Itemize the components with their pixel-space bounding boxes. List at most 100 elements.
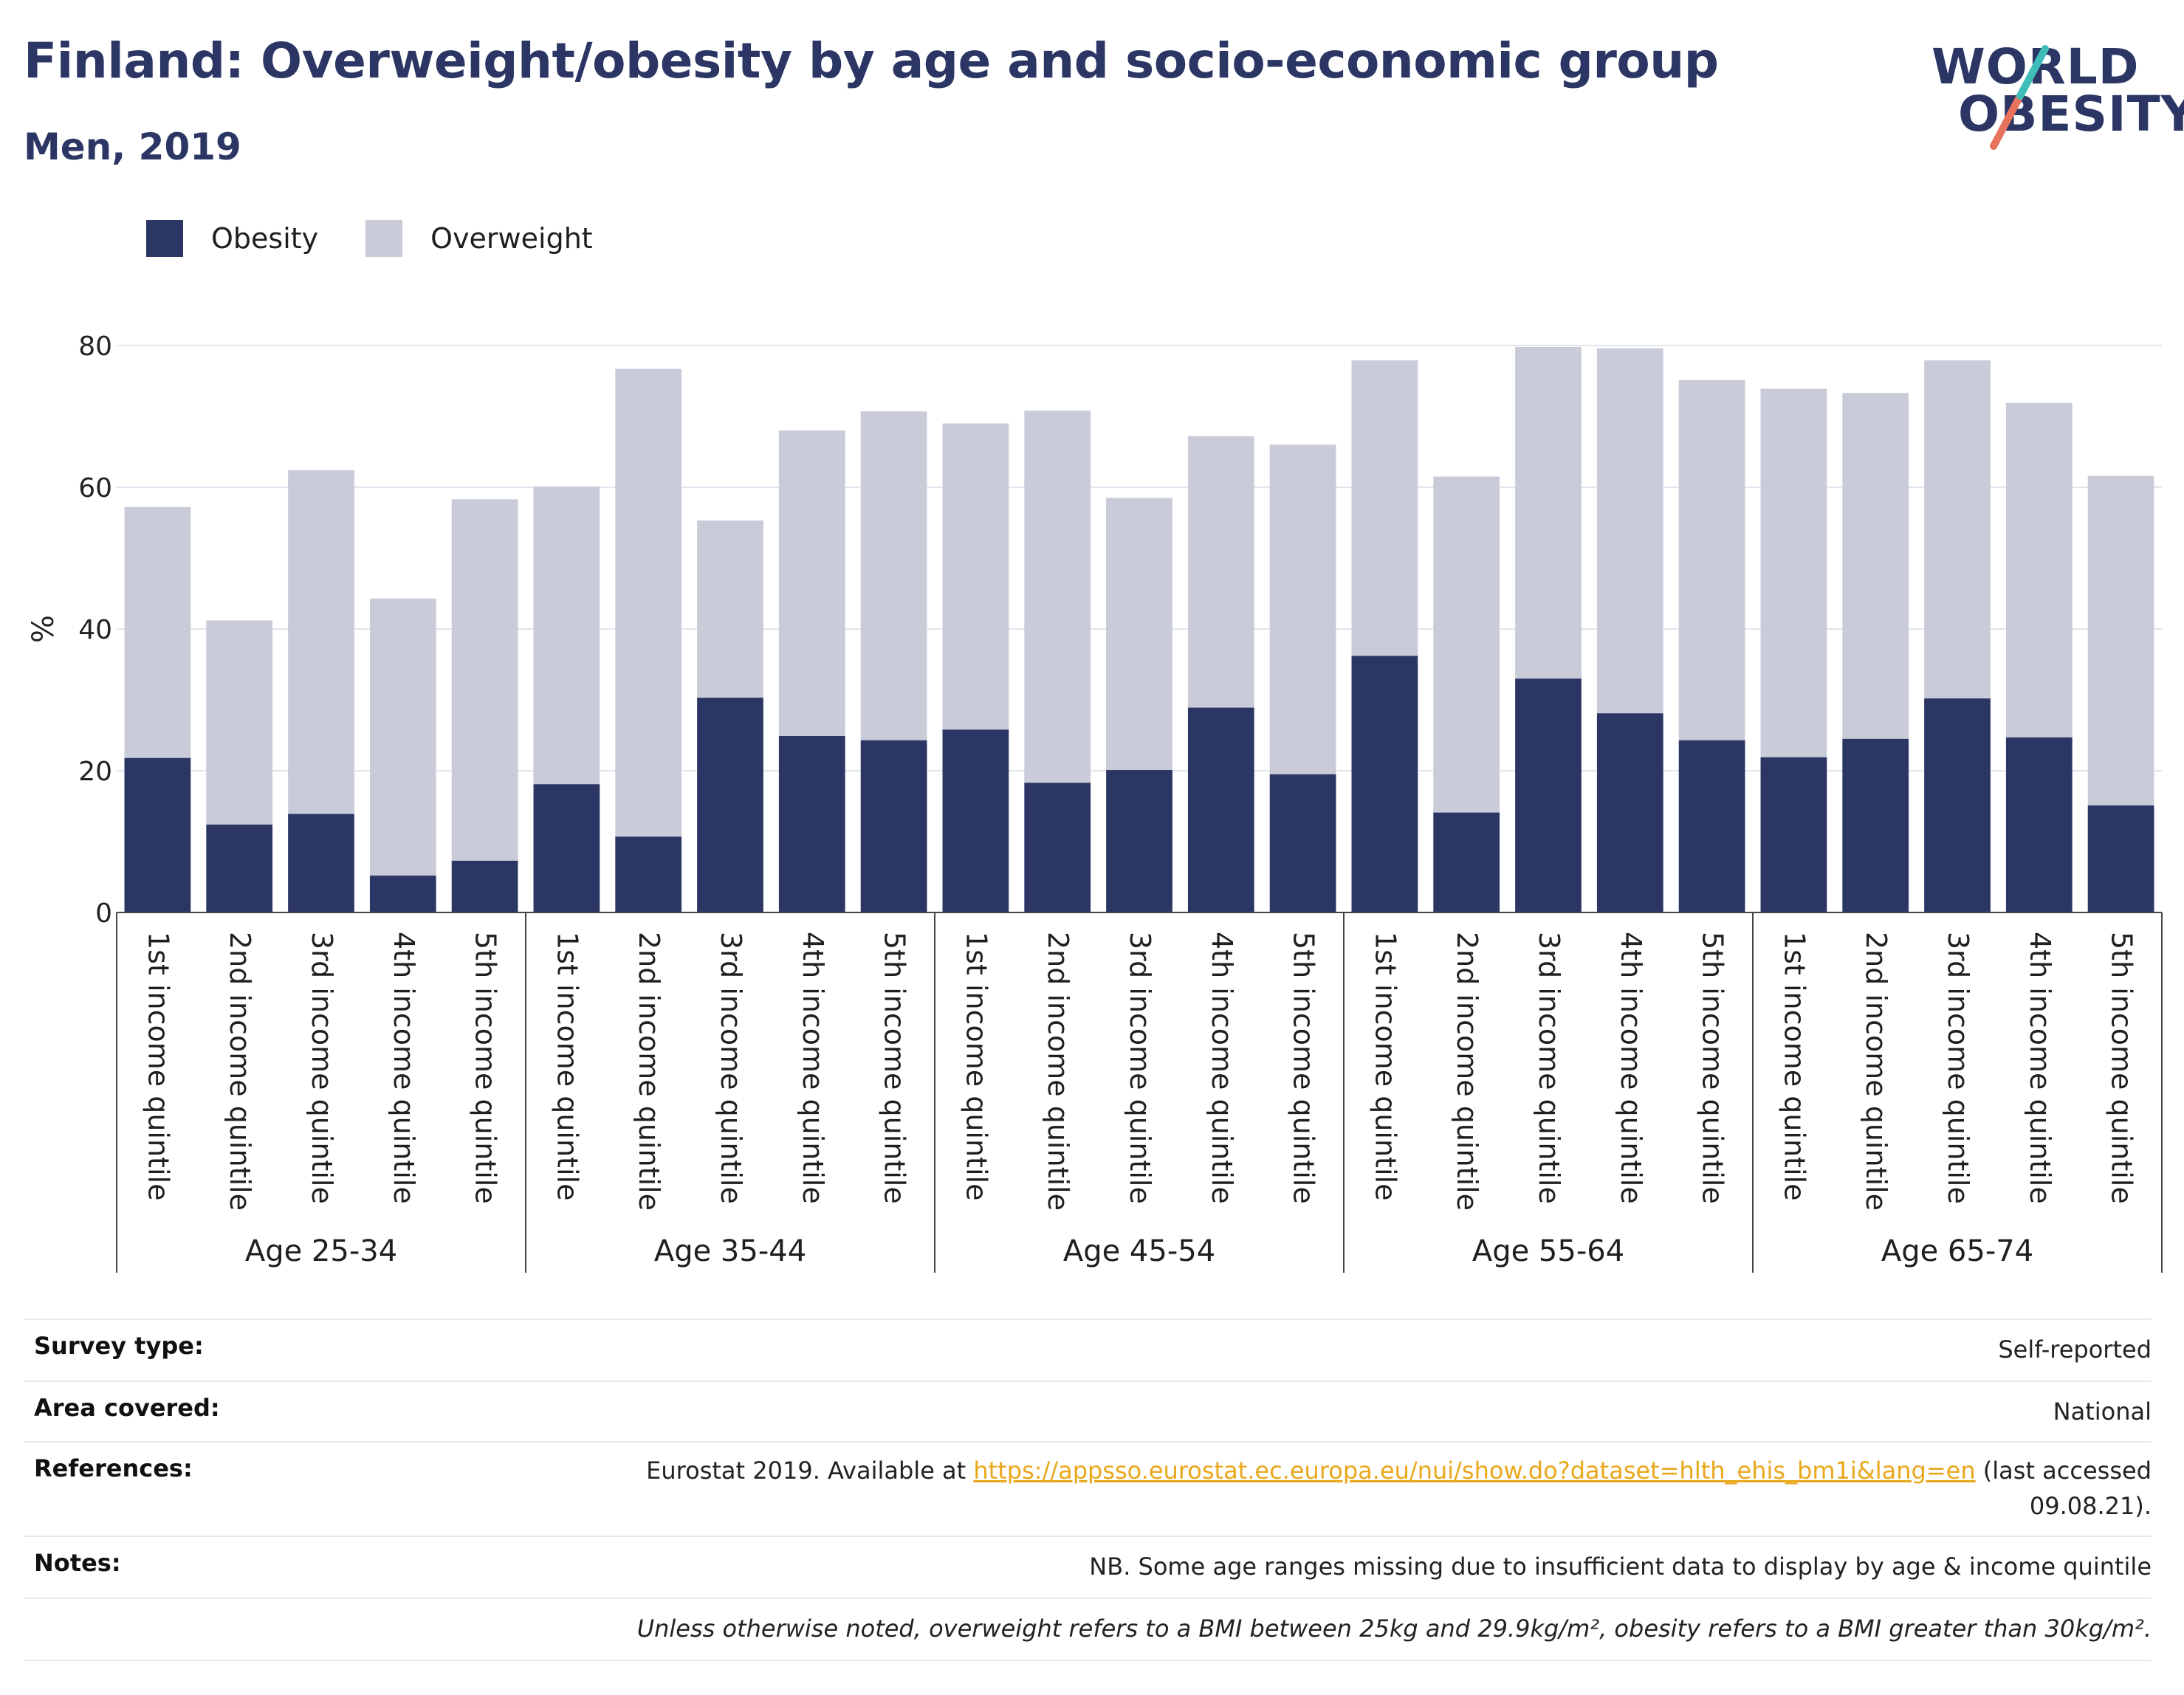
- bar-overweight: [2087, 475, 2154, 806]
- info-row-notes: Notes: NB. Some age ranges missing due t…: [24, 1536, 2152, 1598]
- bar-overweight: [124, 506, 191, 758]
- bar-overweight: [369, 598, 436, 876]
- bar-overweight: [206, 620, 273, 825]
- y-tick-label: 40: [78, 615, 112, 645]
- bar-obesity: [615, 836, 682, 912]
- bar-obesity: [860, 740, 927, 912]
- bar-obesity: [778, 735, 845, 912]
- x-tick-label: 3rd income quintile: [1942, 932, 1974, 1204]
- x-tick-label: 4th income quintile: [1206, 932, 1238, 1204]
- x-tick-label: 4th income quintile: [388, 932, 420, 1204]
- x-tick-label: 2nd income quintile: [1451, 932, 1483, 1211]
- bar-obesity: [697, 698, 763, 912]
- bar-overweight: [1187, 436, 1254, 708]
- bar-overweight: [1024, 410, 1091, 783]
- bar-obesity: [1106, 770, 1172, 912]
- bar-chart: 0 20 40 60 80% 1st income quintile 2nd income …: [27, 331, 2163, 1273]
- logo-line-2: OBESITY: [1958, 86, 2184, 142]
- bar-obesity: [1515, 678, 1582, 912]
- x-tick-label: 5th income quintile: [1697, 932, 1729, 1204]
- bar-overweight: [1760, 388, 1827, 757]
- bar-obesity: [1924, 698, 1991, 912]
- group-label: Age 35-44: [654, 1234, 806, 1268]
- x-tick-label: 1st income quintile: [551, 932, 583, 1200]
- group-label: Age 55-64: [1472, 1234, 1624, 1268]
- references-link[interactable]: https://appsso.eurostat.ec.europa.eu/nui…: [973, 1457, 1976, 1485]
- bar-overweight: [860, 411, 927, 740]
- x-tick-label: 3rd income quintile: [715, 932, 747, 1204]
- bar-overweight: [1351, 360, 1418, 656]
- bar-overweight: [1678, 380, 1745, 740]
- y-tick-label: 60: [78, 473, 112, 503]
- x-tick-label: 4th income quintile: [797, 932, 829, 1204]
- bar-obesity: [2087, 805, 2154, 912]
- group-label: Age 45-54: [1063, 1234, 1215, 1268]
- legend-label-obesity: Obesity: [211, 222, 319, 255]
- bar-obesity: [288, 814, 354, 912]
- references-suffix: (last accessed: [1975, 1457, 2152, 1485]
- bar-overweight: [1433, 476, 1500, 813]
- bar-obesity: [1024, 783, 1091, 912]
- bar-obesity: [533, 784, 600, 912]
- x-tick-label: 3rd income quintile: [306, 932, 338, 1204]
- notes-label: Notes:: [34, 1549, 121, 1577]
- world-obesity-logo: WORLD OBESITY: [1920, 22, 2184, 155]
- bar-obesity: [1760, 757, 1827, 912]
- x-tick-label: 3rd income quintile: [1124, 932, 1156, 1204]
- bar-obesity: [1187, 707, 1254, 912]
- x-tick-label: 1st income quintile: [1369, 932, 1401, 1200]
- bar-overweight: [2005, 402, 2073, 738]
- bar-overweight: [1596, 348, 1663, 714]
- references-label: References:: [34, 1454, 193, 1482]
- chart-legend: Obesity Overweight: [146, 219, 640, 258]
- bar-obesity: [2005, 737, 2073, 912]
- bar-overweight: [451, 499, 518, 861]
- bar-overweight: [1842, 393, 1909, 739]
- bar-overweight: [778, 430, 845, 736]
- info-row-references: References: Eurostat 2019. Available at …: [24, 1441, 2152, 1536]
- bar-obesity: [1842, 738, 1909, 912]
- x-tick-label: 2nd income quintile: [1042, 932, 1074, 1211]
- y-axis-label: %: [27, 615, 61, 643]
- y-tick-label: 80: [78, 331, 112, 362]
- bar-obesity: [451, 860, 518, 912]
- x-tick-label: 5th income quintile: [879, 932, 911, 1204]
- footnote-text: Unless otherwise noted, overweight refer…: [636, 1615, 2152, 1643]
- bar-obesity: [1351, 656, 1418, 912]
- info-table: Survey type: Self-reported Area covered:…: [24, 1318, 2152, 1661]
- chart-title: Finland: Overweight/obesity by age and s…: [24, 32, 1719, 89]
- bar-obesity: [1269, 774, 1336, 912]
- references-prefix: Eurostat 2019. Available at: [646, 1457, 974, 1485]
- survey-type-label: Survey type:: [34, 1332, 204, 1360]
- references-date: 09.08.21).: [2029, 1492, 2152, 1520]
- legend-swatch-obesity: [146, 220, 183, 257]
- info-row-area: Area covered: National: [24, 1381, 2152, 1441]
- bar-obesity: [1596, 713, 1663, 912]
- area-value: National: [2053, 1397, 2152, 1426]
- bar-overweight: [697, 520, 763, 698]
- x-tick-label: 1st income quintile: [1778, 932, 1810, 1200]
- logo-slash-icon: [1990, 45, 2049, 150]
- x-tick-label: 4th income quintile: [2024, 932, 2056, 1204]
- info-row-footnote: Unless otherwise noted, overweight refer…: [24, 1598, 2152, 1661]
- bar-overweight: [942, 423, 1009, 730]
- x-tick-label: 3rd income quintile: [1533, 932, 1565, 1204]
- area-label: Area covered:: [34, 1394, 220, 1422]
- x-tick-label: 4th income quintile: [1615, 932, 1647, 1204]
- bar-overweight: [615, 368, 682, 837]
- x-tick-label: 2nd income quintile: [224, 932, 256, 1211]
- x-tick-label: 2nd income quintile: [633, 932, 665, 1211]
- bar-obesity: [206, 824, 273, 912]
- bar-overweight: [1106, 498, 1172, 771]
- legend-label-overweight: Overweight: [430, 222, 593, 255]
- y-tick-label: 20: [78, 757, 112, 787]
- bar-overweight: [1515, 346, 1582, 679]
- bar-obesity: [1433, 812, 1500, 912]
- bar-obesity: [942, 729, 1009, 912]
- chart-subtitle: Men, 2019: [24, 126, 241, 168]
- bar-overweight: [1269, 444, 1336, 774]
- group-label: Age 25-34: [245, 1234, 397, 1268]
- bar-obesity: [124, 757, 191, 912]
- survey-type-value: Self-reported: [1998, 1335, 2152, 1364]
- bar-obesity: [1678, 740, 1745, 912]
